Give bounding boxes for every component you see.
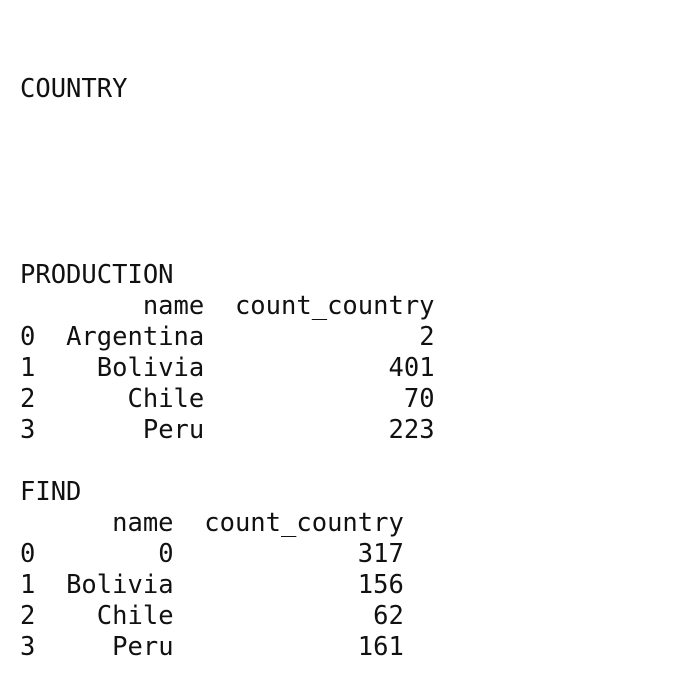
row-index: 3 bbox=[20, 415, 36, 445]
row-index: 3 bbox=[20, 632, 36, 662]
column-header-name: name bbox=[66, 508, 174, 538]
table-row: 2 Chile 70 bbox=[20, 384, 435, 415]
cell-name: 0 bbox=[66, 539, 174, 569]
dataframe-production: PRODUCTION name count_country 0 Argentina… bbox=[20, 260, 435, 446]
console-output: COUNTRY PRODUCTION name count_country 0 A… bbox=[20, 12, 435, 694]
dataframes: PRODUCTION name count_country 0 Argentina… bbox=[20, 260, 435, 663]
column-header-count: count_country bbox=[204, 508, 404, 538]
column-header-count: count_country bbox=[234, 291, 435, 321]
table-row: 3 Peru 223 bbox=[20, 415, 435, 446]
cell-count-country: 156 bbox=[204, 570, 404, 600]
cell-count-country: 70 bbox=[234, 384, 435, 414]
row-index: 2 bbox=[20, 601, 36, 631]
cell-name: Argentina bbox=[66, 322, 205, 352]
table-row: 0 0 317 bbox=[20, 539, 435, 570]
cell-count-country: 2 bbox=[234, 322, 435, 352]
table-row: 2 Chile 62 bbox=[20, 601, 435, 632]
cell-count-country: 62 bbox=[204, 601, 404, 631]
column-header-name: name bbox=[66, 291, 205, 321]
cell-name: Bolivia bbox=[66, 353, 205, 383]
cell-count-country: 161 bbox=[204, 632, 404, 662]
row-index: 1 bbox=[20, 570, 36, 600]
row-index: 0 bbox=[20, 322, 36, 352]
cell-name: Chile bbox=[66, 601, 174, 631]
table-row: 1 Bolivia 156 bbox=[20, 570, 435, 601]
row-index: 0 bbox=[20, 539, 36, 569]
cell-name: Bolivia bbox=[66, 570, 174, 600]
blank-line bbox=[20, 446, 435, 477]
row-index: 2 bbox=[20, 384, 36, 414]
table-header: name count_country bbox=[20, 291, 435, 322]
table-row: 0 Argentina 2 bbox=[20, 322, 435, 353]
cell-name: Peru bbox=[66, 632, 174, 662]
cell-count-country: 223 bbox=[234, 415, 435, 445]
table-row: 3 Peru 161 bbox=[20, 632, 435, 663]
cell-name: Chile bbox=[66, 384, 205, 414]
cell-name: Peru bbox=[66, 415, 205, 445]
dataframe-find: FIND name count_country 0 0 317 1 Bolivia … bbox=[20, 477, 435, 663]
section-heading: COUNTRY bbox=[20, 74, 128, 104]
table-row: 1 Bolivia 401 bbox=[20, 353, 435, 384]
table-title: FIND bbox=[20, 477, 82, 507]
row-index: 1 bbox=[20, 353, 36, 383]
cell-count-country: 401 bbox=[234, 353, 435, 383]
table-header: name count_country bbox=[20, 508, 435, 539]
cell-count-country: 317 bbox=[204, 539, 404, 569]
blank-line bbox=[20, 167, 435, 198]
table-title: PRODUCTION bbox=[20, 260, 174, 290]
